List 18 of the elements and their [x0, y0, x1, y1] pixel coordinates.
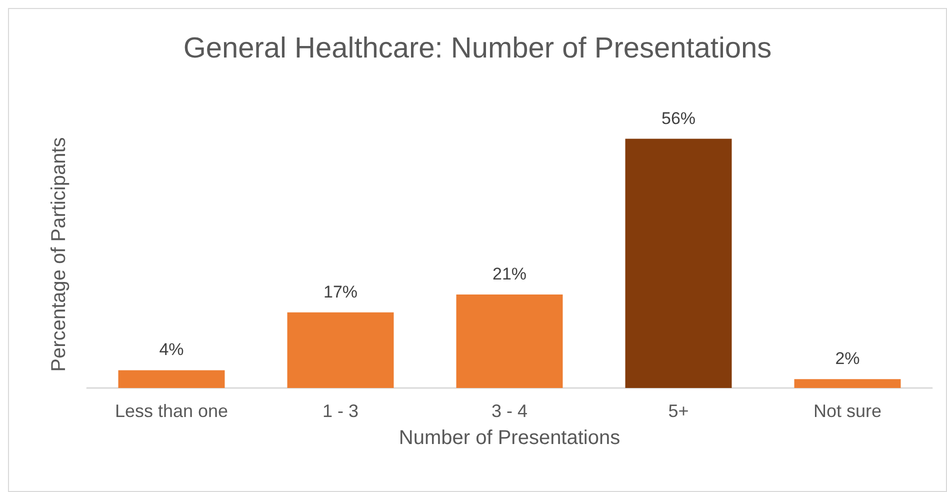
data-label: 17%	[323, 282, 358, 302]
data-label: 21%	[492, 264, 527, 284]
bar	[794, 379, 901, 388]
chart-title: General Healthcare: Number of Presentations	[183, 32, 772, 64]
bar	[456, 294, 563, 388]
y-axis-title: Percentage of Participants	[48, 137, 70, 372]
x-tick-label: 5+	[668, 401, 689, 421]
bar	[287, 312, 394, 388]
x-tick-label: Less than one	[114, 401, 228, 421]
x-tick-label: Not sure	[813, 401, 882, 421]
x-axis-title: Number of Presentations	[398, 427, 620, 449]
bar	[625, 138, 732, 388]
x-tick-label: 3 - 4	[491, 401, 528, 421]
data-label: 2%	[835, 349, 860, 368]
data-label: 4%	[159, 340, 184, 360]
bar	[118, 370, 225, 388]
data-label: 56%	[661, 108, 696, 128]
x-tick-label: 1 - 3	[322, 401, 359, 421]
